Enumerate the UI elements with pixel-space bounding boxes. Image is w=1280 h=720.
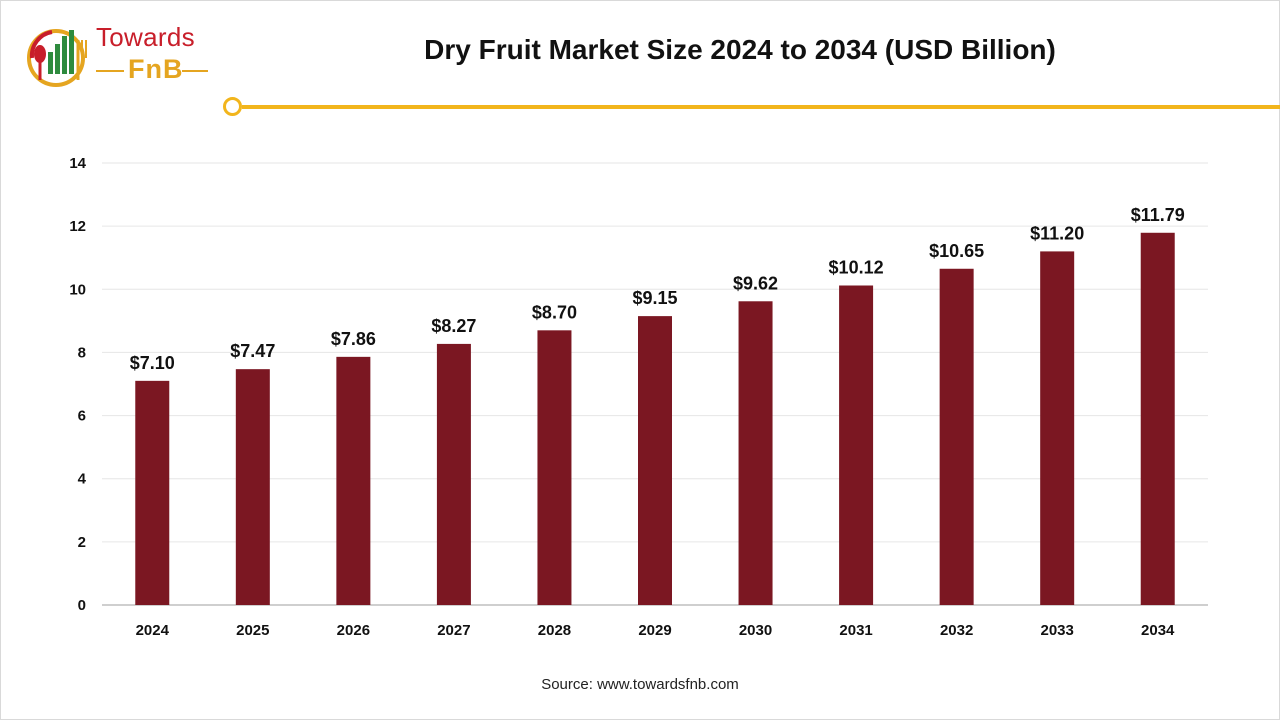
bar: [1040, 251, 1075, 605]
source-note: Source: www.towardsfnb.com: [541, 676, 739, 693]
data-label: $8.70: [532, 302, 577, 322]
y-tick-label: 2: [78, 534, 86, 551]
x-tick-label: 2024: [136, 622, 170, 639]
data-label: $10.65: [929, 241, 984, 261]
x-tick-label: 2031: [839, 622, 872, 639]
data-label: $8.27: [431, 316, 476, 336]
bar: [336, 356, 371, 605]
brand-name-top: Towards: [96, 22, 195, 52]
data-label: $11.20: [1030, 223, 1084, 243]
y-tick-label: 12: [69, 218, 86, 235]
x-tick-label: 2030: [739, 622, 772, 639]
brand-divider-right: [182, 70, 208, 72]
brand-name-bottom: FnB: [128, 54, 184, 84]
data-label: $9.15: [632, 288, 677, 308]
data-label: $10.12: [829, 257, 884, 277]
data-label: $7.86: [331, 329, 376, 349]
brand-divider-left: [96, 70, 124, 72]
bar: [1140, 232, 1175, 605]
bar: [235, 369, 270, 605]
bar: [638, 316, 672, 605]
x-tick-label: 2032: [940, 622, 973, 639]
x-tick-label: 2025: [236, 622, 269, 639]
accent-dot: [223, 97, 242, 116]
bar: [436, 343, 471, 605]
chart-title: Dry Fruit Market Size 2024 to 2034 (USD …: [424, 34, 1056, 65]
x-tick-label: 2028: [538, 622, 571, 639]
bar: [135, 380, 170, 605]
logo-emblem-icon: [27, 29, 87, 87]
y-tick-label: 4: [78, 471, 87, 488]
bar: [939, 268, 974, 605]
x-tick-label: 2034: [1141, 622, 1175, 639]
y-tick-label: 10: [69, 281, 86, 298]
bar: [738, 301, 773, 605]
x-tick-label: 2027: [437, 622, 470, 639]
data-label: $7.10: [130, 353, 175, 373]
y-tick-label: 8: [78, 344, 86, 361]
y-tick-label: 14: [69, 155, 86, 172]
x-tick-label: 2029: [638, 622, 671, 639]
accent-line: [242, 105, 1280, 109]
towards-fnb-logo: Towards FnB: [22, 18, 222, 90]
data-label: $7.47: [230, 341, 275, 361]
bar: [839, 285, 874, 605]
data-label: $9.62: [733, 273, 778, 293]
x-tick-label: 2033: [1040, 622, 1073, 639]
y-tick-label: 6: [78, 408, 86, 425]
data-label: $11.79: [1131, 205, 1185, 225]
x-tick-label: 2026: [337, 622, 370, 639]
y-tick-label: 0: [78, 597, 86, 614]
bar: [537, 330, 572, 605]
